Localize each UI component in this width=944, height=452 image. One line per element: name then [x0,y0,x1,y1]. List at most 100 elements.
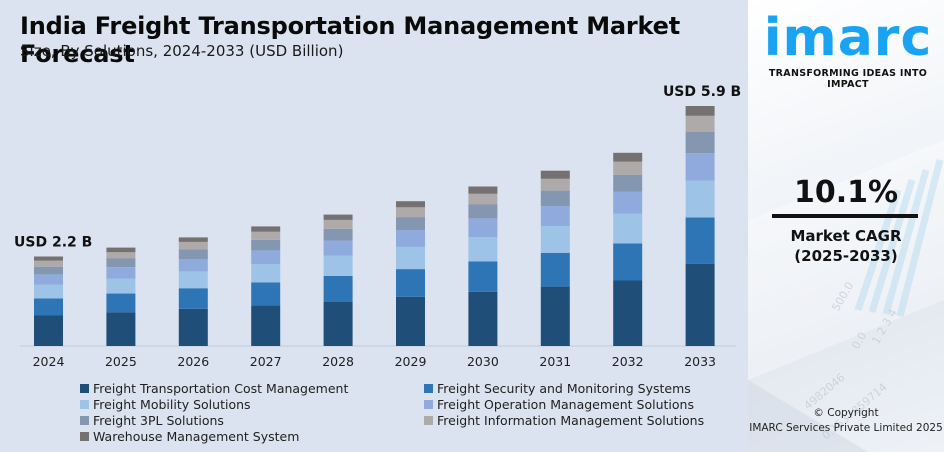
bar-segment [178,258,208,272]
legend-label: Freight 3PL Solutions [93,412,224,428]
bar-segment [323,219,353,229]
x-tick-label: 2029 [395,354,427,369]
bar-segment [613,161,643,175]
bar-segment [34,298,63,316]
cagr-label-text: Market CAGR [790,227,902,245]
bar-stack-2027 [251,226,281,346]
legend-item: Freight 3PL Solutions [80,412,424,428]
bar-segment [396,246,425,270]
bar-segment [540,252,570,287]
bar-segment [613,213,643,244]
data-label-2033: USD 5.9 B [663,84,741,100]
bar-segment [468,186,498,194]
legend-swatch [80,383,89,393]
bar-segment [251,282,281,306]
bar-segment [685,153,715,181]
legend-label: Freight Information Management Solutions [437,412,705,428]
bar-stack-2033 [685,106,715,346]
bar-stack-2028 [323,214,353,346]
bar-segment [468,261,498,292]
bar-segment [34,256,63,261]
bar-segment [178,237,208,242]
bar-segment [468,291,498,346]
logo-wordmark: imarc [763,8,933,68]
copyright-line-2: IMARC Services Private Limited 2025 [749,422,943,434]
legend-label: Freight Security and Monitoring Systems [437,380,691,396]
bar-segment [396,230,425,247]
chart-subtitle: Size, By Solutions, 2024-2033 (USD Billi… [20,42,344,60]
bar-segment [34,284,63,299]
legend-label: Freight Transportation Cost Management [93,380,349,396]
cagr-value: 10.1% [793,175,899,210]
bar-segment [540,178,570,191]
bar-segment [34,260,63,267]
bar-segment [468,204,498,219]
bar-segment [685,115,715,133]
legend-swatch [80,399,89,409]
legend-swatch [424,399,433,409]
bar-segment [396,201,425,208]
bar-segment [396,217,425,231]
x-tick-label: 2030 [467,354,499,369]
bar-stack-2031 [540,170,570,346]
bars-group [34,106,715,346]
bar-segment [34,266,63,275]
info-panel: 500.0 0.0 1 2 3 4 4982046 0.1537859714 i… [748,0,944,452]
bar-segment [323,214,353,220]
copyright-line-1: © Copyright [813,407,879,419]
legend-item: Freight Operation Management Solutions [424,396,724,412]
x-tick-label: 2032 [612,354,644,369]
cagr-divider [772,214,918,218]
bar-segment [468,193,498,205]
bar-segment [685,263,715,346]
chart-legend: Freight Transportation Cost Management Fr… [80,380,720,444]
bar-segment [613,243,643,281]
x-tick-label: 2028 [322,354,354,369]
bar-segment [396,296,425,346]
cagr-label: Market CAGR (2025-2033) [748,226,944,266]
legend-item: Warehouse Management System [80,428,424,444]
bar-stack-2029 [396,201,425,346]
bar-stack-2025 [106,247,136,346]
bar-segment [468,237,498,262]
bar-segment [613,174,643,192]
legend-item: Freight Security and Monitoring Systems [424,380,724,396]
bar-segment [685,132,715,154]
bar-segment [178,288,208,309]
bar-segment [178,309,208,346]
background-decoration: 500.0 0.0 1 2 3 4 4982046 0.1537859714 [748,140,944,452]
bar-segment [540,286,570,346]
cagr-period: (2025-2033) [794,247,898,265]
bar-segment [396,269,425,297]
bar-segment [106,258,136,267]
bar-segment [685,217,715,264]
bar-segment [323,255,353,276]
x-tick-labels: 2024 2025 2026 2027 2028 2029 2030 2031 2032 2033 [33,354,716,369]
bar-segment [106,247,136,253]
bar-segment [106,267,136,279]
bar-segment [323,228,353,241]
x-tick-label: 2026 [177,354,209,369]
x-tick-label: 2025 [105,354,137,369]
bar-segment [251,305,281,346]
chart-panel: India Freight Transportation Management … [14,12,742,444]
bar-stack-2032 [613,152,643,346]
legend-item: Freight Information Management Solutions [424,412,724,428]
bar-segment [106,252,136,259]
bar-segment [251,264,281,283]
bar-segment [685,106,715,116]
legend-label: Freight Mobility Solutions [93,396,251,412]
bar-segment [613,191,643,214]
bar-segment [34,274,63,285]
legend-swatch [80,431,89,441]
bar-segment [106,293,136,313]
legend-item: Freight Transportation Cost Management [80,380,424,396]
bar-segment [34,315,63,346]
bar-segment [685,180,715,218]
bar-segment [613,152,643,162]
bar-stack-2030 [468,186,498,346]
bar-segment [251,231,281,240]
bar-segment [396,207,425,218]
bar-segment [251,226,281,232]
bar-segment [251,239,281,251]
